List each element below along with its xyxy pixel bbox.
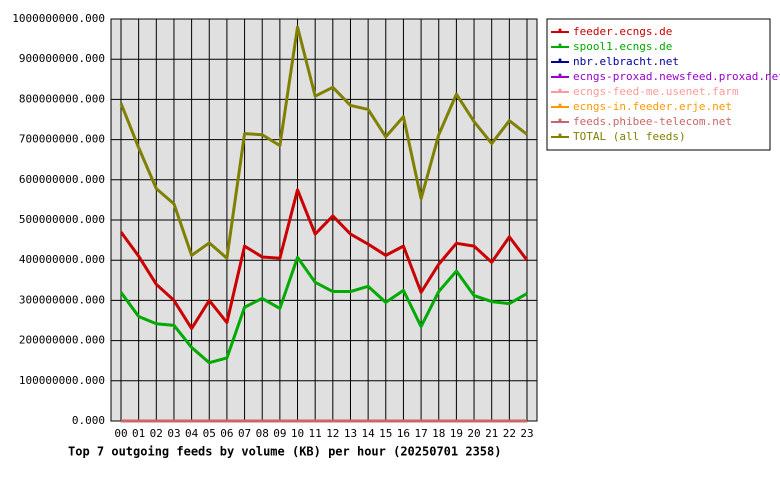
x-tick-label: 11 [309,427,322,440]
x-tick-label: 08 [256,427,269,440]
legend-label: nbr.elbracht.net [573,55,679,68]
x-tick-label: 07 [238,427,251,440]
legend [546,18,771,151]
y-tick-label: 300000000.000 [19,293,105,306]
y-tick-label: 800000000.000 [19,92,105,105]
x-tick-label: 18 [432,427,445,440]
x-tick-label: 10 [291,427,304,440]
x-tick-label: 02 [150,427,163,440]
legend-label: ecngs-feed-me.usenet.farm [573,85,739,98]
legend-marker [558,43,562,47]
x-tick-label: 14 [362,427,376,440]
legend-label: TOTAL (all feeds) [573,130,686,143]
y-tick-label: 200000000.000 [19,334,105,347]
series-line [119,25,528,260]
legend-label: feeder.ecngs.de [573,25,672,38]
legend-label: ecngs-proxad.newsfeed.proxad.net [573,70,780,83]
y-tick-label: 1000000000.000 [12,12,105,25]
legend-label: spool1.ecngs.de [573,40,672,53]
series-line [119,188,529,331]
legend-marker [558,103,562,107]
legend-marker [558,133,562,137]
chart-title: Top 7 outgoing feeds by volume (KB) per … [68,445,501,459]
y-tick-label: 600000000.000 [19,173,105,186]
x-tick-label: 21 [485,427,498,440]
x-tick-label: 09 [273,427,286,440]
legend-marker [558,118,562,122]
y-tick-label: 0.000 [72,414,105,427]
x-tick-label: 17 [414,427,427,440]
legend-label: ecngs-in.feeder.erje.net [573,100,732,113]
x-tick-label: 06 [220,427,233,440]
y-tick-label: 100000000.000 [19,374,105,387]
x-tick-label: 19 [450,427,463,440]
x-tick-label: 22 [503,427,516,440]
legend-label: feeds.phibee-telecom.net [573,115,732,128]
x-tick-label: 01 [132,427,145,440]
y-tick-label: 500000000.000 [19,213,105,226]
legend-marker [558,58,562,62]
legend-marker [558,28,562,32]
legend-marker [558,73,562,77]
series-line [119,255,528,365]
x-tick-label: 23 [520,427,533,440]
x-tick-label: 03 [167,427,180,440]
y-tick-label: 900000000.000 [19,52,105,65]
y-tick-label: 400000000.000 [19,253,105,266]
y-tick-label: 700000000.000 [19,133,105,146]
x-tick-label: 12 [326,427,339,440]
legend-marker [558,88,562,92]
x-tick-label: 04 [185,427,199,440]
x-tick-label: 13 [344,427,357,440]
x-tick-label: 05 [203,427,216,440]
x-tick-label: 00 [114,427,127,440]
x-tick-label: 20 [467,427,480,440]
x-tick-label: 15 [379,427,392,440]
x-tick-label: 16 [397,427,410,440]
